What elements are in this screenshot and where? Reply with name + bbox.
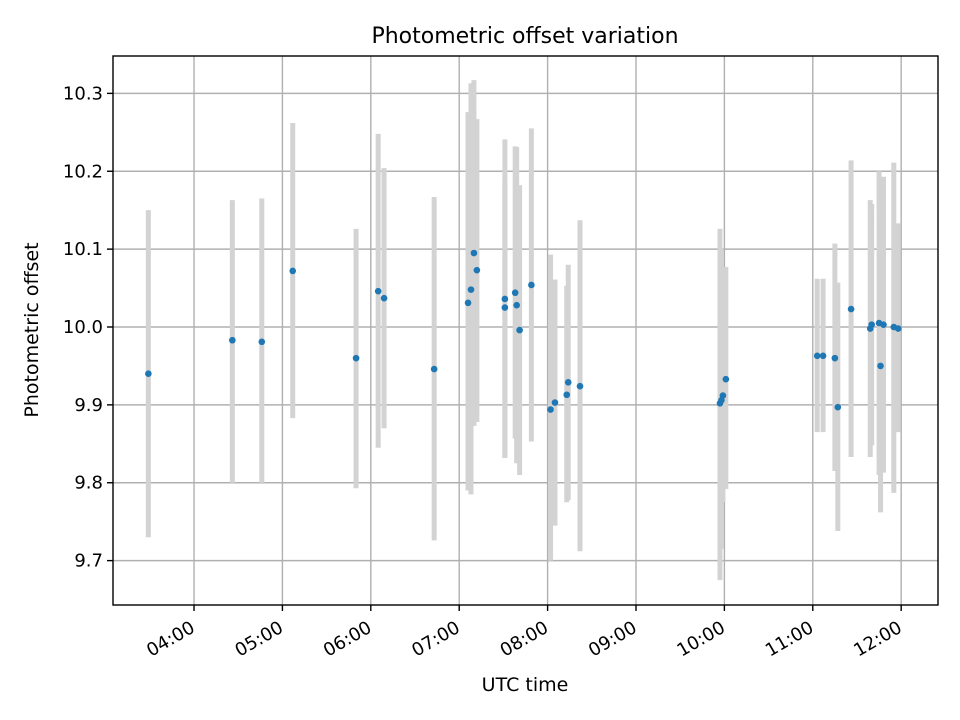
y-tick-label: 9.7	[74, 551, 103, 572]
data-point	[547, 406, 554, 413]
data-point	[511, 289, 519, 297]
data-point	[551, 399, 559, 406]
data-point	[868, 321, 876, 328]
data-points	[145, 249, 902, 413]
data-point	[464, 299, 472, 307]
data-point	[877, 362, 884, 370]
data-point	[229, 336, 236, 344]
data-point	[380, 294, 388, 302]
data-point	[719, 392, 727, 399]
data-point	[513, 301, 520, 309]
data-point	[847, 305, 855, 313]
y-tick-label: 10.3	[63, 83, 103, 104]
data-point	[467, 286, 475, 293]
data-point	[576, 382, 584, 390]
data-point	[894, 325, 902, 332]
data-point	[473, 266, 481, 274]
data-point	[258, 338, 266, 346]
plot-frame	[112, 55, 939, 606]
y-tick-label: 9.8	[74, 473, 103, 494]
y-axis-label: Photometric offset	[21, 242, 43, 417]
data-point	[516, 326, 523, 334]
data-point	[430, 365, 438, 373]
y-tick-label: 9.9	[74, 395, 103, 416]
y-tick-label: 10.1	[63, 239, 103, 260]
data-point	[831, 354, 839, 362]
data-point	[813, 352, 821, 360]
x-axis-label: UTC time	[482, 674, 569, 696]
data-point	[834, 403, 842, 411]
data-point	[563, 391, 571, 399]
data-point	[470, 249, 478, 257]
data-point	[289, 267, 297, 275]
y-tick-label: 10.0	[63, 317, 103, 338]
data-point	[880, 321, 887, 328]
y-tick-label: 10.2	[63, 161, 103, 182]
data-point	[145, 370, 152, 378]
grid	[113, 56, 938, 605]
y-axis-ticks: 9.7 9.8 9.9 10.0 10.1 10.2 10.3	[63, 83, 113, 572]
data-point	[564, 378, 572, 386]
data-point	[501, 295, 509, 303]
data-point	[819, 352, 827, 360]
data-point	[722, 375, 730, 383]
data-point	[501, 304, 509, 311]
chart-title: Photometric offset variation	[371, 24, 678, 49]
data-point	[528, 281, 535, 289]
data-point	[374, 287, 382, 295]
data-point	[352, 354, 360, 362]
